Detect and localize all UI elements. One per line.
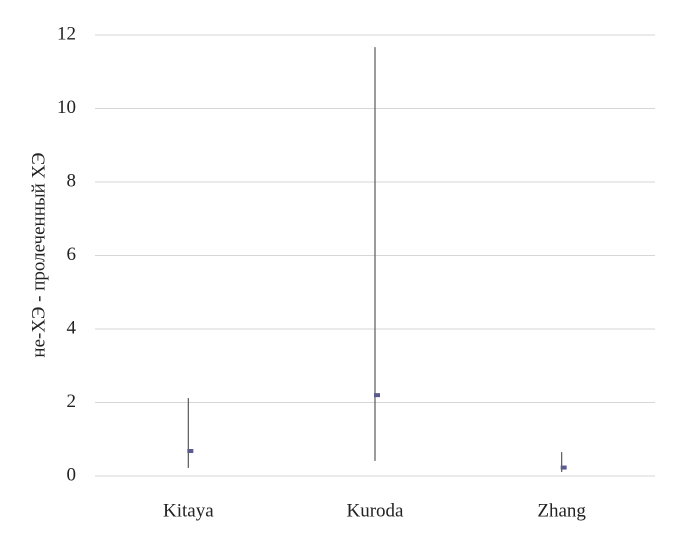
y-tick-label: 4 [67, 317, 77, 338]
y-axis-label: не-ХЭ - пролеченный ХЭ [28, 152, 49, 357]
x-tick-label: Kitaya [163, 500, 214, 521]
y-tick-label: 12 [57, 23, 76, 44]
x-tick-label: Zhang [537, 500, 586, 521]
y-tick-label: 6 [67, 244, 77, 265]
point-marker [560, 465, 567, 470]
y-tick-label: 0 [67, 464, 77, 485]
point-marker [187, 449, 194, 454]
y-tick-label: 2 [67, 391, 77, 412]
y-tick-label: 8 [67, 170, 77, 191]
y-tick-label: 10 [57, 97, 76, 118]
x-tick-label: Kuroda [347, 500, 405, 521]
point-marker [374, 393, 380, 398]
